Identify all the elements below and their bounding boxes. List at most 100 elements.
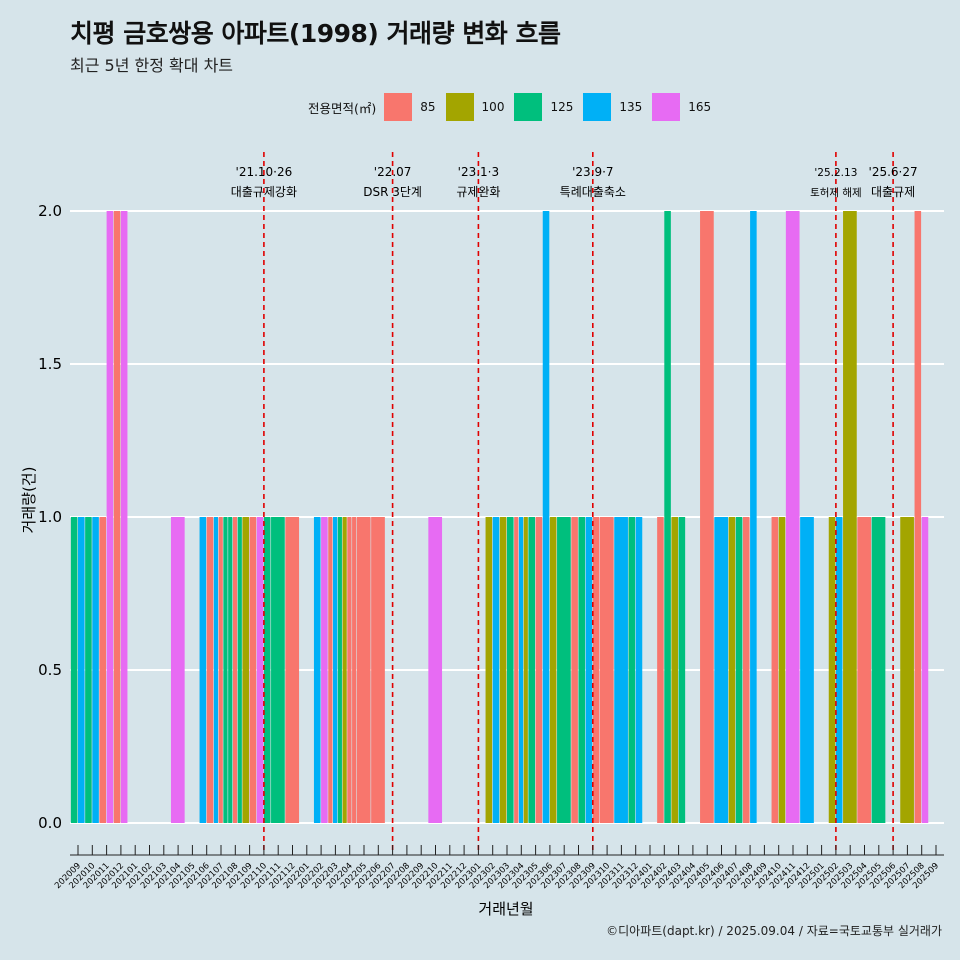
y-axis-label: 거래량(건): [20, 467, 38, 534]
legend-swatch: [514, 93, 543, 121]
bar-202410-85: [771, 517, 779, 823]
bar-202408-85: [742, 517, 750, 823]
bar-202202-165: [321, 517, 328, 823]
legend-item-100: 100: [445, 93, 505, 121]
bar-202306-100: [549, 517, 557, 823]
legend-label: 135: [619, 100, 643, 114]
bar-202109-85: [249, 517, 257, 823]
x-axis-label: 거래년월: [478, 900, 533, 918]
bar-202106-135: [199, 517, 207, 823]
bar-202305-125: [528, 517, 535, 823]
bar-202406-135: [714, 517, 729, 823]
bar-202112-85: [285, 517, 300, 823]
bar-202107-135: [213, 517, 219, 823]
bar-202107-125: [223, 517, 228, 823]
bar-202309-85: [592, 517, 600, 823]
event-label: 특례대출축소: [560, 185, 626, 199]
bar-202010-135: [92, 517, 99, 823]
bar-202104-165: [170, 517, 185, 823]
bar-202108-125: [237, 517, 242, 823]
bar-202110-165: [256, 517, 264, 823]
bar-202504-85: [857, 517, 872, 823]
bar-202309-135: [585, 517, 593, 823]
legend-swatch: [583, 93, 612, 121]
bar-202508-85: [914, 211, 922, 823]
legend-swatch: [652, 93, 681, 121]
bar-202411-165: [785, 211, 800, 823]
bar-202205-85: [356, 517, 371, 823]
bar-202307-125: [557, 517, 571, 823]
bar-202505-125: [871, 517, 886, 823]
bar-202108-85: [232, 517, 238, 823]
bar-202110-125: [263, 517, 271, 823]
chart-title: 치평 금호쌍용 아파트(1998) 거래량 변화 흐름: [70, 19, 561, 48]
legend: 전용면적(㎡) 85 100 125 135 165: [308, 93, 721, 121]
bar-202011-85: [99, 517, 106, 823]
bar-202203-135: [333, 517, 338, 823]
bar-202210-165: [428, 517, 443, 823]
legend-label: 125: [550, 100, 574, 114]
bar-202204-85: [352, 517, 357, 823]
bar-202410-100: [778, 517, 786, 823]
bar-202302-135: [492, 517, 500, 823]
bar-202308-85: [571, 517, 578, 823]
bar-202203-85: [328, 517, 333, 823]
bar-202408-135: [750, 211, 757, 823]
bar-202203-125: [337, 517, 342, 823]
y-tick-label: 0.0: [38, 814, 62, 832]
y-tick-label: 1.0: [38, 508, 62, 526]
bar-202202-135: [313, 517, 321, 823]
bar-202407-100: [728, 517, 736, 823]
source-caption: ©디아파트(dapt.kr) / 2025.09.04 / 자료=국토교통부 실…: [606, 924, 942, 938]
legend-label: 100: [481, 100, 505, 114]
legend-item-165: 165: [652, 93, 711, 121]
bar-202305-85: [535, 517, 543, 823]
legend-item-135: 135: [583, 93, 642, 121]
bar-202402-85: [657, 517, 664, 823]
bar-202009-135: [78, 517, 85, 823]
event-date-label: '21.10·26: [236, 165, 293, 179]
y-tick-label: 1.5: [38, 355, 62, 373]
event-date-label: '23.1·3: [458, 165, 499, 179]
bar-202204-85: [347, 517, 352, 823]
bar-202304-85: [514, 517, 519, 823]
bar-202312-135: [635, 517, 643, 823]
bar-202304-135: [518, 517, 524, 823]
legend-swatch: [445, 93, 474, 121]
bar-202106-85: [206, 517, 214, 823]
event-date-label: '25.2.13: [814, 167, 857, 179]
bar-202107-85: [218, 517, 223, 823]
chart-subtitle: 최근 5년 한정 확대 차트: [70, 56, 234, 75]
event-date-label: '22.07: [374, 165, 412, 179]
bar-202011-165: [106, 211, 114, 823]
bar-202503-100: [843, 211, 857, 823]
event-date-label: '25.6·27: [869, 165, 918, 179]
bar-202502-135: [835, 517, 843, 823]
bar-202405-85: [700, 211, 714, 823]
bar-202308-125: [578, 517, 586, 823]
bar-202010-125: [85, 517, 92, 823]
event-label: 토허제 해제: [810, 186, 862, 199]
event-label: 대출규제강화: [231, 185, 297, 199]
bar-202412-135: [800, 517, 814, 823]
y-tick-label: 0.5: [38, 661, 62, 679]
bar-202012-165: [120, 211, 128, 823]
bar-202012-85: [113, 211, 121, 823]
event-label: DSR 3단계: [363, 185, 422, 199]
legend-swatch: [384, 93, 413, 121]
legend-label: 85: [420, 100, 436, 114]
bar-202303-125: [507, 517, 514, 823]
legend-label: 165: [688, 100, 712, 114]
bar-202009-125: [70, 517, 78, 823]
bar-202109-100: [242, 517, 249, 823]
bar-202403-100: [671, 517, 678, 823]
bar-202111-125: [271, 517, 285, 823]
bar-202502-100: [828, 517, 836, 823]
bar-202303-100: [499, 517, 507, 823]
bar-202311-135: [614, 517, 628, 823]
bar-202507-100: [900, 517, 914, 823]
y-tick-label: 2.0: [38, 202, 62, 220]
bar-202306-135: [542, 211, 550, 823]
legend-title: 전용면적(㎡): [308, 100, 377, 116]
